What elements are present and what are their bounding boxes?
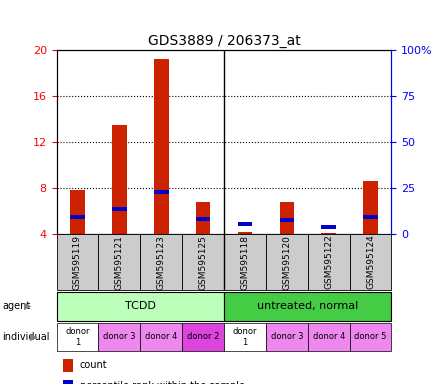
Bar [112, 207, 126, 211]
FancyBboxPatch shape [182, 323, 224, 351]
Text: percentile rank within the sample: percentile rank within the sample [80, 381, 244, 384]
Text: GSM595123: GSM595123 [156, 235, 165, 290]
Bar [63, 380, 73, 384]
Text: GSM595125: GSM595125 [198, 235, 207, 290]
Text: GSM595120: GSM595120 [282, 235, 291, 290]
Bar [70, 215, 85, 219]
FancyBboxPatch shape [98, 234, 140, 290]
Text: ▶: ▶ [24, 301, 31, 311]
Bar [237, 222, 252, 227]
Text: GSM595118: GSM595118 [240, 235, 249, 290]
Bar [112, 125, 126, 234]
Bar [154, 190, 168, 194]
FancyBboxPatch shape [224, 234, 265, 290]
FancyBboxPatch shape [224, 323, 265, 351]
Text: donor 4: donor 4 [312, 333, 344, 341]
FancyBboxPatch shape [140, 323, 182, 351]
FancyBboxPatch shape [98, 323, 140, 351]
Bar [154, 59, 168, 234]
Text: donor 5: donor 5 [354, 333, 386, 341]
Bar [321, 233, 335, 234]
FancyBboxPatch shape [56, 292, 224, 321]
Text: GSM595124: GSM595124 [365, 235, 374, 290]
Text: untreated, normal: untreated, normal [256, 301, 358, 311]
FancyBboxPatch shape [140, 234, 182, 290]
Bar [237, 232, 252, 234]
Bar [195, 202, 210, 234]
Text: donor
1: donor 1 [232, 327, 256, 347]
FancyBboxPatch shape [56, 323, 98, 351]
Text: TCDD: TCDD [125, 301, 155, 311]
Text: GSM595122: GSM595122 [323, 235, 332, 290]
FancyBboxPatch shape [307, 234, 349, 290]
FancyBboxPatch shape [307, 323, 349, 351]
Bar [70, 190, 85, 234]
Text: donor 4: donor 4 [145, 333, 177, 341]
Bar [279, 202, 293, 234]
Bar [279, 218, 293, 222]
Text: donor 3: donor 3 [270, 333, 302, 341]
Text: GSM595121: GSM595121 [115, 235, 124, 290]
FancyBboxPatch shape [182, 234, 224, 290]
Bar [362, 215, 377, 219]
Text: agent: agent [2, 301, 30, 311]
Bar [321, 225, 335, 229]
Text: ▶: ▶ [30, 332, 37, 342]
Text: donor 3: donor 3 [103, 333, 135, 341]
FancyBboxPatch shape [349, 234, 391, 290]
FancyBboxPatch shape [265, 234, 307, 290]
Bar [63, 359, 73, 372]
Bar [195, 217, 210, 221]
Text: individual: individual [2, 332, 49, 342]
FancyBboxPatch shape [224, 292, 391, 321]
Bar [362, 181, 377, 234]
Text: donor
1: donor 1 [65, 327, 89, 347]
FancyBboxPatch shape [349, 323, 391, 351]
FancyBboxPatch shape [265, 323, 307, 351]
Title: GDS3889 / 206373_at: GDS3889 / 206373_at [147, 33, 300, 48]
Text: count: count [80, 360, 107, 370]
Text: donor 2: donor 2 [187, 333, 219, 341]
Text: GSM595119: GSM595119 [73, 235, 82, 290]
FancyBboxPatch shape [56, 234, 98, 290]
